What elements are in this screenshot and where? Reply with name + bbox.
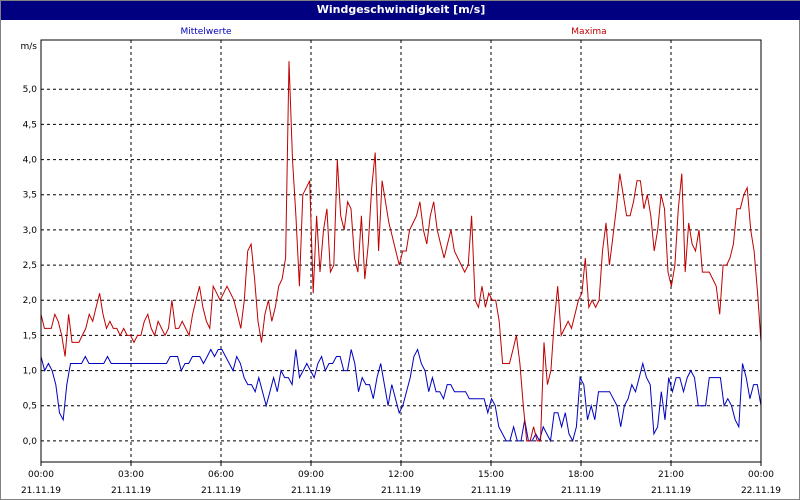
grid-lines [41, 40, 761, 462]
y-tick-label: 3,0 [23, 226, 38, 236]
series-line-mittelwerte [40, 348, 762, 443]
y-tick-label: 2,0 [23, 296, 38, 306]
y-tick-label: 0,5 [23, 402, 37, 412]
y-tick-label: 3,5 [23, 191, 37, 201]
x-tick-time-label: 15:00 [478, 470, 504, 480]
legend-entry-maxima: Maxima [571, 27, 606, 37]
y-tick-label: 0,0 [23, 437, 38, 447]
tick-labels: 0,0 0,5 1,0 1,5 2,0 2,5 3,0 3,5 4,0 4,5 5,0 m/s 00:0… [21, 42, 782, 496]
x-tick-time-label: 03:00 [118, 470, 144, 480]
y-axis-label: m/s [21, 42, 38, 52]
x-tick-date-label: 21.11.19 [111, 486, 151, 496]
legend: Mittelwerte Maxima [180, 27, 606, 37]
legend-entry-mittelwerte: Mittelwerte [180, 27, 231, 37]
plot-border [40, 39, 762, 463]
y-tick-label: 1,0 [23, 367, 38, 377]
x-tick-date-label: 21.11.19 [381, 486, 421, 496]
chart-title: Windgeschwindigkeit [m/s] [1, 1, 800, 20]
y-tick-label: 5,0 [23, 85, 38, 95]
x-tick-time-label: 18:00 [568, 470, 594, 480]
x-tick-time-label: 00:00 [748, 470, 774, 480]
axes [40, 39, 762, 466]
x-tick-time-label: 06:00 [208, 470, 234, 480]
x-tick-date-label: 21.11.19 [291, 486, 331, 496]
x-tick-date-label: 21.11.19 [21, 486, 61, 496]
x-tick-time-label: 12:00 [388, 470, 414, 480]
y-tick-label: 4,5 [23, 120, 37, 130]
y-tick-label: 1,5 [23, 331, 37, 341]
x-tick-date-label: 21.11.19 [561, 486, 601, 496]
x-tick-time-label: 00:00 [28, 470, 54, 480]
x-tick-date-label: 21.11.19 [201, 486, 241, 496]
y-tick-label: 4,0 [23, 156, 38, 166]
x-tick-date-label: 22.11.19 [741, 486, 781, 496]
x-tick-time-label: 21:00 [658, 470, 684, 480]
y-tick-label: 2,5 [23, 261, 37, 271]
x-tick-date-label: 21.11.19 [651, 486, 691, 496]
series-line-maxima [40, 61, 762, 442]
series-lines [40, 61, 762, 443]
x-tick-time-label: 09:00 [298, 470, 324, 480]
x-tick-date-label: 21.11.19 [471, 486, 511, 496]
wind-speed-chart: 0,0 0,5 1,0 1,5 2,0 2,5 3,0 3,5 4,0 4,5 5,0 m/s 00:0… [21, 27, 782, 496]
